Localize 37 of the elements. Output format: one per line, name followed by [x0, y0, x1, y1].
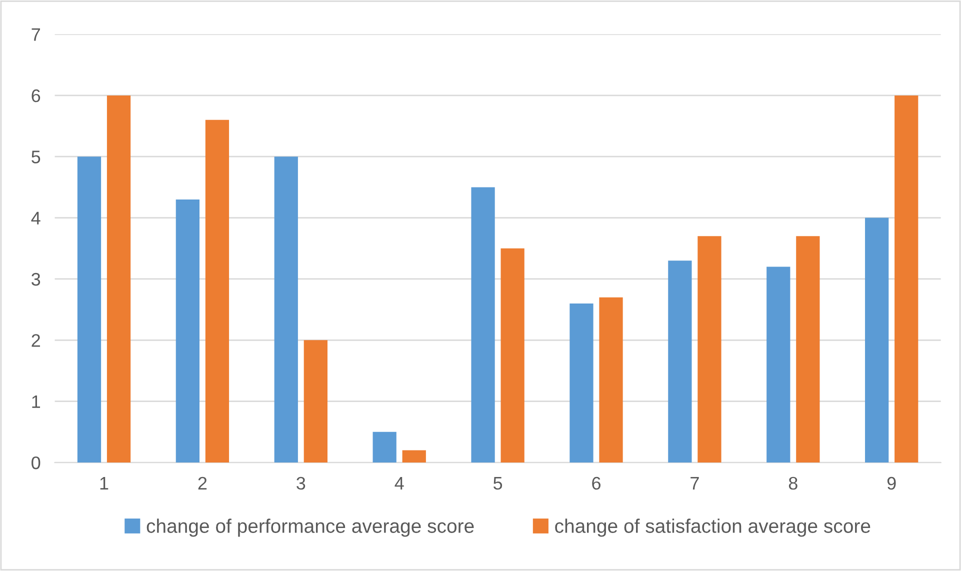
bar [500, 248, 524, 463]
bar [698, 236, 722, 463]
bar [668, 260, 692, 463]
y-tick-label: 3 [32, 272, 40, 286]
y-tick-label: 0 [32, 456, 40, 470]
bar [865, 218, 889, 463]
bar [570, 303, 594, 463]
x-tick-label: 8 [788, 476, 798, 490]
legend-label: change of performance average score [146, 518, 474, 537]
bar [599, 297, 623, 463]
x-tick-label: 4 [394, 477, 404, 490]
bar [176, 199, 200, 463]
bar [304, 340, 328, 463]
bar [372, 432, 396, 463]
x-tick-label: 1 [100, 477, 108, 490]
bar [77, 156, 102, 463]
bar [106, 95, 131, 463]
x-tick-label: 7 [690, 477, 699, 490]
y-tick-label: 6 [32, 89, 40, 102]
bar [274, 156, 298, 463]
x-tick-label: 3 [296, 476, 306, 490]
x-tick-label: 9 [887, 476, 896, 490]
legend-label: change of satisfaction average score [555, 518, 870, 537]
y-tick-label: 1 [32, 395, 40, 408]
x-tick-label: 6 [592, 476, 600, 490]
x-tick-label: 5 [494, 477, 502, 490]
bar [471, 187, 495, 463]
y-tick-label: 2 [32, 334, 40, 347]
bar [205, 120, 230, 463]
bar [894, 95, 918, 463]
x-tick-label: 2 [198, 476, 207, 490]
bar [796, 236, 820, 463]
bar [766, 266, 790, 463]
y-tick-label: 7 [32, 28, 40, 41]
y-tick-label: 5 [32, 150, 40, 164]
y-tick-label: 4 [31, 212, 40, 224]
bar [402, 450, 426, 463]
